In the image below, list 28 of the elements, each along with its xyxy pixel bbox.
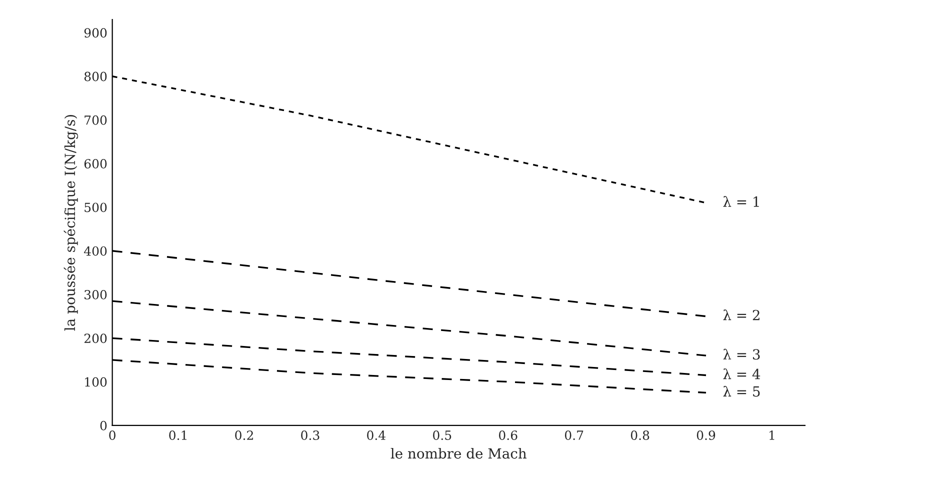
series-label: λ = 2 (723, 310, 760, 320)
x-tick-label: 0.7 (564, 430, 584, 440)
x-tick-label: 0.6 (499, 430, 518, 440)
y-tick-label: 200 (84, 334, 107, 344)
x-tick-label: 0.4 (367, 430, 386, 440)
y-tick-label: 900 (84, 28, 107, 38)
x-tick-label: 0 (109, 430, 116, 440)
x-tick-label: 0.9 (696, 430, 716, 440)
series-label: λ = 3 (723, 348, 760, 360)
x-tick-label: 0.2 (235, 430, 253, 440)
y-tick-label: 400 (84, 246, 107, 256)
x-tick-label: 0.1 (169, 430, 186, 440)
y-tick-label: 700 (84, 115, 107, 125)
y-tick-label: 300 (84, 290, 107, 300)
x-tick-label: 0.8 (630, 430, 650, 440)
y-tick-label: 0 (100, 420, 107, 430)
x-tick-label: 0.3 (301, 430, 320, 440)
x-tick-label: 1 (770, 430, 774, 440)
y-tick-label: 800 (84, 72, 107, 82)
y-tick-label: 600 (84, 159, 107, 169)
x-axis-title: le nombre de Mach (390, 448, 526, 459)
series-label: λ = 1 (723, 196, 759, 207)
y-axis-title: la poussée spécifique I(N/kg/s) (64, 114, 78, 331)
x-tick-label: 0.5 (433, 430, 452, 440)
series-label: λ = 4 (723, 368, 760, 380)
y-tick-label: 100 (85, 377, 107, 387)
series-label: λ = 5 (723, 386, 760, 397)
y-tick-label: 500 (84, 202, 107, 212)
